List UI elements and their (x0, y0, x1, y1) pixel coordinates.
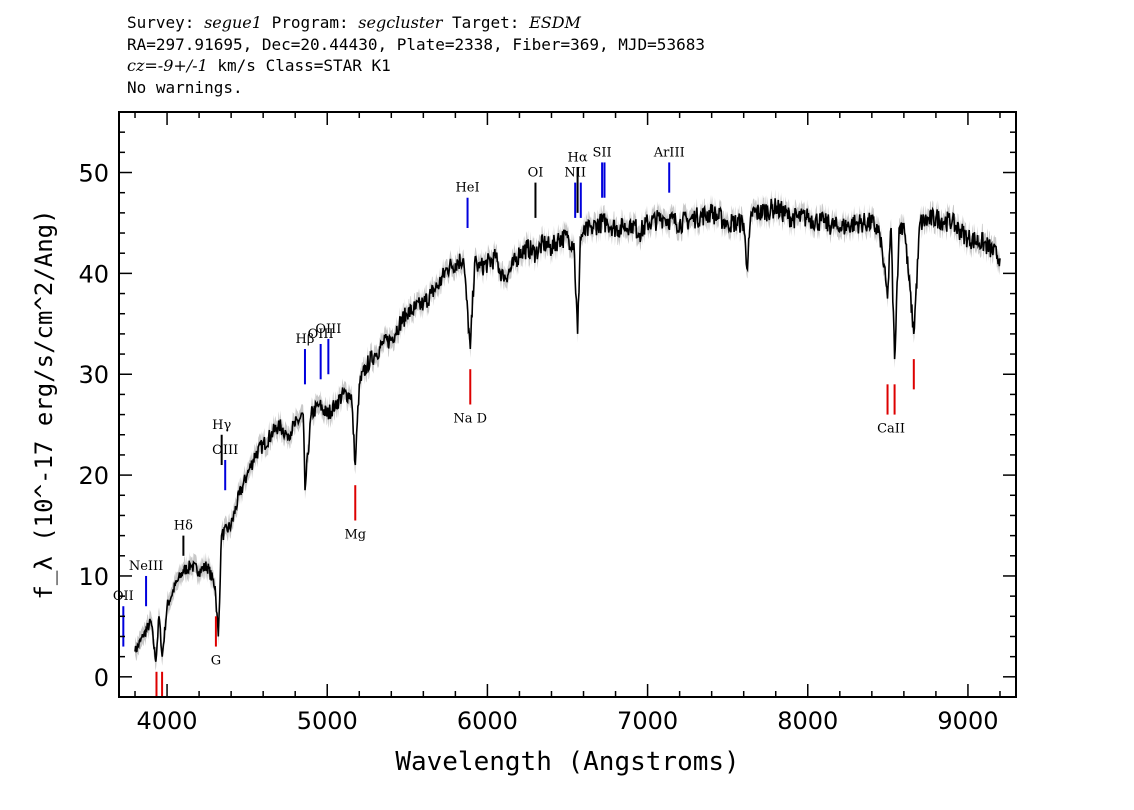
program-label: Program: (271, 13, 349, 32)
spectrum-line (134, 198, 1001, 662)
y-tick-label: 50 (78, 160, 109, 188)
absorption-line-label: Na D (453, 412, 487, 427)
cz-symbol: cz (127, 56, 145, 75)
y-tick-label: 20 (78, 462, 109, 490)
y-tick-label: 40 (78, 260, 109, 288)
x-tick-label: 9000 (937, 707, 998, 735)
x-tick-label: 6000 (457, 707, 518, 735)
y-tick-label: 30 (78, 361, 109, 389)
emission-line-label: OI (528, 166, 544, 181)
emission-line-label: NII (564, 166, 586, 181)
x-tick-label: 4000 (137, 707, 198, 735)
x-axis-label: Wavelength (Angstroms) (395, 747, 739, 777)
axis-ticks-layer: 4000 5000 6000 7000 8000 9000 0 10 20 30 40 50 (78, 111, 1016, 735)
emission-line-label: NeIII (129, 559, 163, 574)
target-value: ESDM (529, 13, 581, 32)
error-band-layer (135, 189, 1000, 671)
target-label: Target: (452, 13, 520, 32)
error-band (135, 189, 1000, 671)
y-axis-label: f_λ (10^-17 erg/s/cm^2/Ang) (30, 209, 58, 599)
x-tick-label: 5000 (297, 707, 358, 735)
x-tick-label: 8000 (777, 707, 838, 735)
emission-line-label: OIII (212, 443, 238, 458)
cz-class-text: km/s Class=STAR K1 (207, 56, 391, 75)
header-line-1: Survey: segue1 Program: segcluster Targe… (127, 12, 705, 34)
y-tick-label: 0 (94, 664, 109, 692)
absorption-line-label: Mg (344, 527, 366, 542)
emission-line-label: OIII (308, 327, 334, 342)
header-line-2: RA=297.91695, Dec=20.44430, Plate=2338, … (127, 34, 705, 54)
survey-label: Survey: (127, 13, 195, 32)
emission-line-label: HeI (455, 181, 479, 196)
emission-line-label: ArIII (653, 145, 685, 160)
spectrum-layer (134, 198, 1001, 662)
emission-line-label: Hα (568, 150, 588, 165)
header-line-3: cz=-9+/-1 km/s Class=STAR K1 (127, 55, 705, 77)
spectrum-header: Survey: segue1 Program: segcluster Targe… (127, 12, 705, 98)
x-tick-label: 7000 (617, 707, 678, 735)
survey-value: segue1 (204, 13, 262, 32)
y-tick-label: 10 (78, 563, 109, 591)
emission-line-label: Hβ (296, 332, 315, 347)
cz-value: =-9+/-1 (144, 56, 208, 75)
header-warnings: No warnings. (127, 77, 243, 97)
emission-line-label: Hδ (174, 519, 193, 534)
program-value: segcluster (358, 13, 443, 32)
absorption-line-label: G (211, 654, 221, 669)
emission-line-label: OIII (315, 322, 341, 337)
emission-line-label: Hγ (212, 418, 231, 433)
emission-line-label: SII (593, 145, 612, 160)
plot-frame (118, 111, 1017, 698)
absorption-line-label: CaII (877, 422, 905, 437)
